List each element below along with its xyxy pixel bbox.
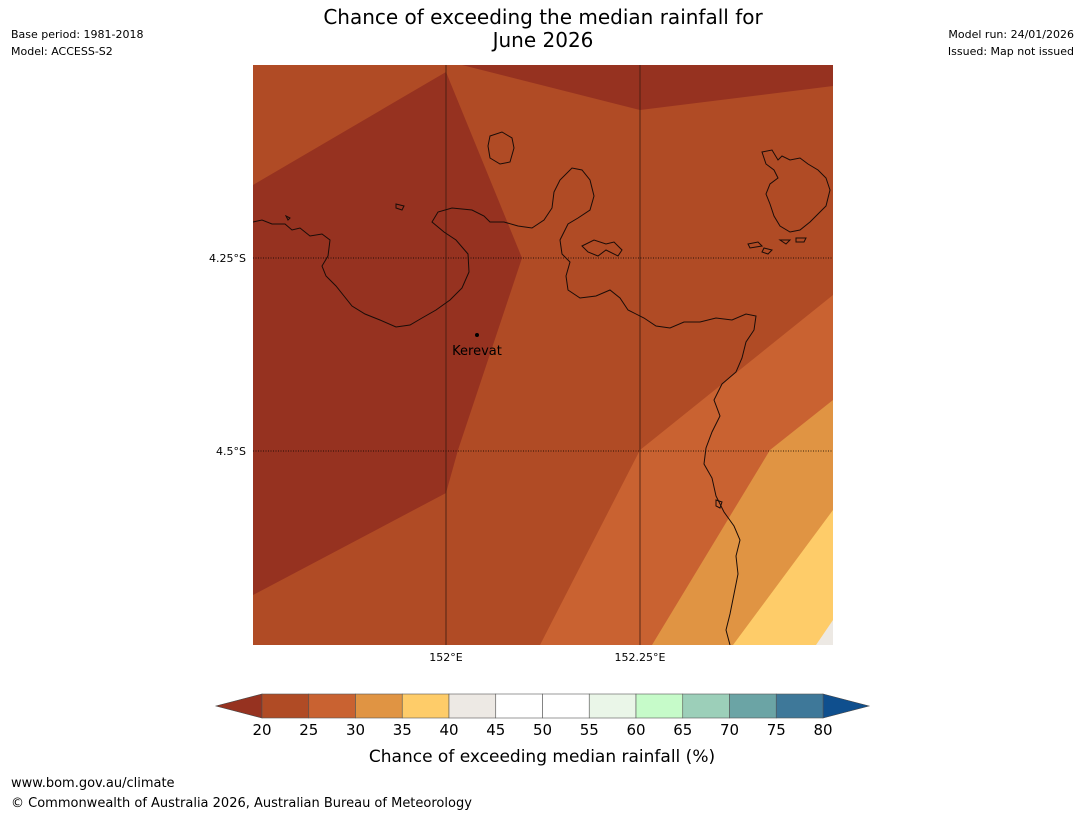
meta-right: Model run: 24/01/2026 Issued: Map not is… bbox=[948, 26, 1074, 60]
colorbar-tick-35: 35 bbox=[393, 721, 412, 739]
model-run-text: Model run: 24/01/2026 bbox=[948, 28, 1074, 41]
colorbar-tick-65: 65 bbox=[673, 721, 692, 739]
colorbar-tick-25: 25 bbox=[299, 721, 318, 739]
colorbar-cell-70-75 bbox=[729, 693, 777, 719]
colorbar-tick-45: 45 bbox=[486, 721, 505, 739]
colorbar-over-arrow bbox=[822, 693, 871, 719]
colorbar-tick-20: 20 bbox=[252, 721, 271, 739]
footer-url[interactable]: www.bom.gov.au/climate bbox=[11, 776, 175, 791]
colorbar-cell-30-35 bbox=[355, 693, 403, 719]
meta-left: Base period: 1981-2018 Model: ACCESS-S2 bbox=[11, 26, 143, 60]
lat-label-4-25: 4.25°S bbox=[209, 252, 246, 265]
colorbar-tick-55: 55 bbox=[580, 721, 599, 739]
lon-label-152-25: 152.25°E bbox=[615, 651, 666, 664]
issued-text: Issued: Map not issued bbox=[947, 45, 1074, 58]
colorbar-cell-55-60 bbox=[588, 693, 637, 719]
map-title: Chance of exceeding the median rainfall … bbox=[243, 6, 843, 52]
colorbar: 20 25 30 35 40 45 50 55 60 65 70 75 80 Chance of exc… bbox=[214, 693, 871, 767]
colorbar-cell-35-40 bbox=[401, 693, 450, 719]
colorbar-cell-20-25 bbox=[261, 693, 310, 719]
colorbar-tick-75: 75 bbox=[767, 721, 786, 739]
coastline bbox=[253, 131, 831, 645]
lat-label-4-5: 4.5°S bbox=[216, 445, 246, 458]
footer-copyright: © Commonwealth of Australia 2026, Austra… bbox=[11, 796, 472, 811]
colorbar-cell-50-55 bbox=[542, 693, 590, 719]
contour-below-20-north bbox=[462, 65, 833, 110]
title-line-1: Chance of exceeding the median rainfall … bbox=[323, 5, 763, 29]
colorbar-tick-80: 80 bbox=[813, 721, 832, 739]
colorbar-cell-75-80 bbox=[775, 693, 824, 719]
colorbar-tick-30: 30 bbox=[346, 721, 365, 739]
title-line-2: June 2026 bbox=[492, 28, 594, 52]
kerevat-label: Kerevat bbox=[452, 344, 502, 359]
lon-label-152: 152°E bbox=[429, 651, 462, 664]
colorbar-under-arrow bbox=[214, 693, 263, 719]
kerevat-marker[interactable] bbox=[475, 333, 479, 337]
colorbar-cell-60-65 bbox=[635, 693, 684, 719]
contour-40-45 bbox=[816, 620, 833, 645]
colorbar-cell-45-50 bbox=[495, 693, 543, 719]
colorbar-tick-70: 70 bbox=[720, 721, 739, 739]
contour-below-20-west bbox=[253, 72, 522, 595]
contour-35-40 bbox=[733, 510, 833, 645]
colorbar-title: Chance of exceeding median rainfall (%) bbox=[369, 747, 715, 767]
model-text: Model: ACCESS-S2 bbox=[11, 45, 113, 58]
colorbar-tick-60: 60 bbox=[626, 721, 645, 739]
footer: www.bom.gov.au/climate © Commonwealth of… bbox=[11, 774, 472, 814]
colorbar-cell-65-70 bbox=[682, 693, 730, 719]
colorbar-tick-40: 40 bbox=[439, 721, 458, 739]
base-period-text: Base period: 1981-2018 bbox=[11, 28, 144, 41]
graticule bbox=[253, 65, 833, 645]
colorbar-tick-50: 50 bbox=[533, 721, 552, 739]
colorbar-cell-40-45 bbox=[448, 693, 497, 719]
colorbar-cell-25-30 bbox=[308, 693, 356, 719]
map-area[interactable]: Kerevat bbox=[253, 65, 833, 645]
